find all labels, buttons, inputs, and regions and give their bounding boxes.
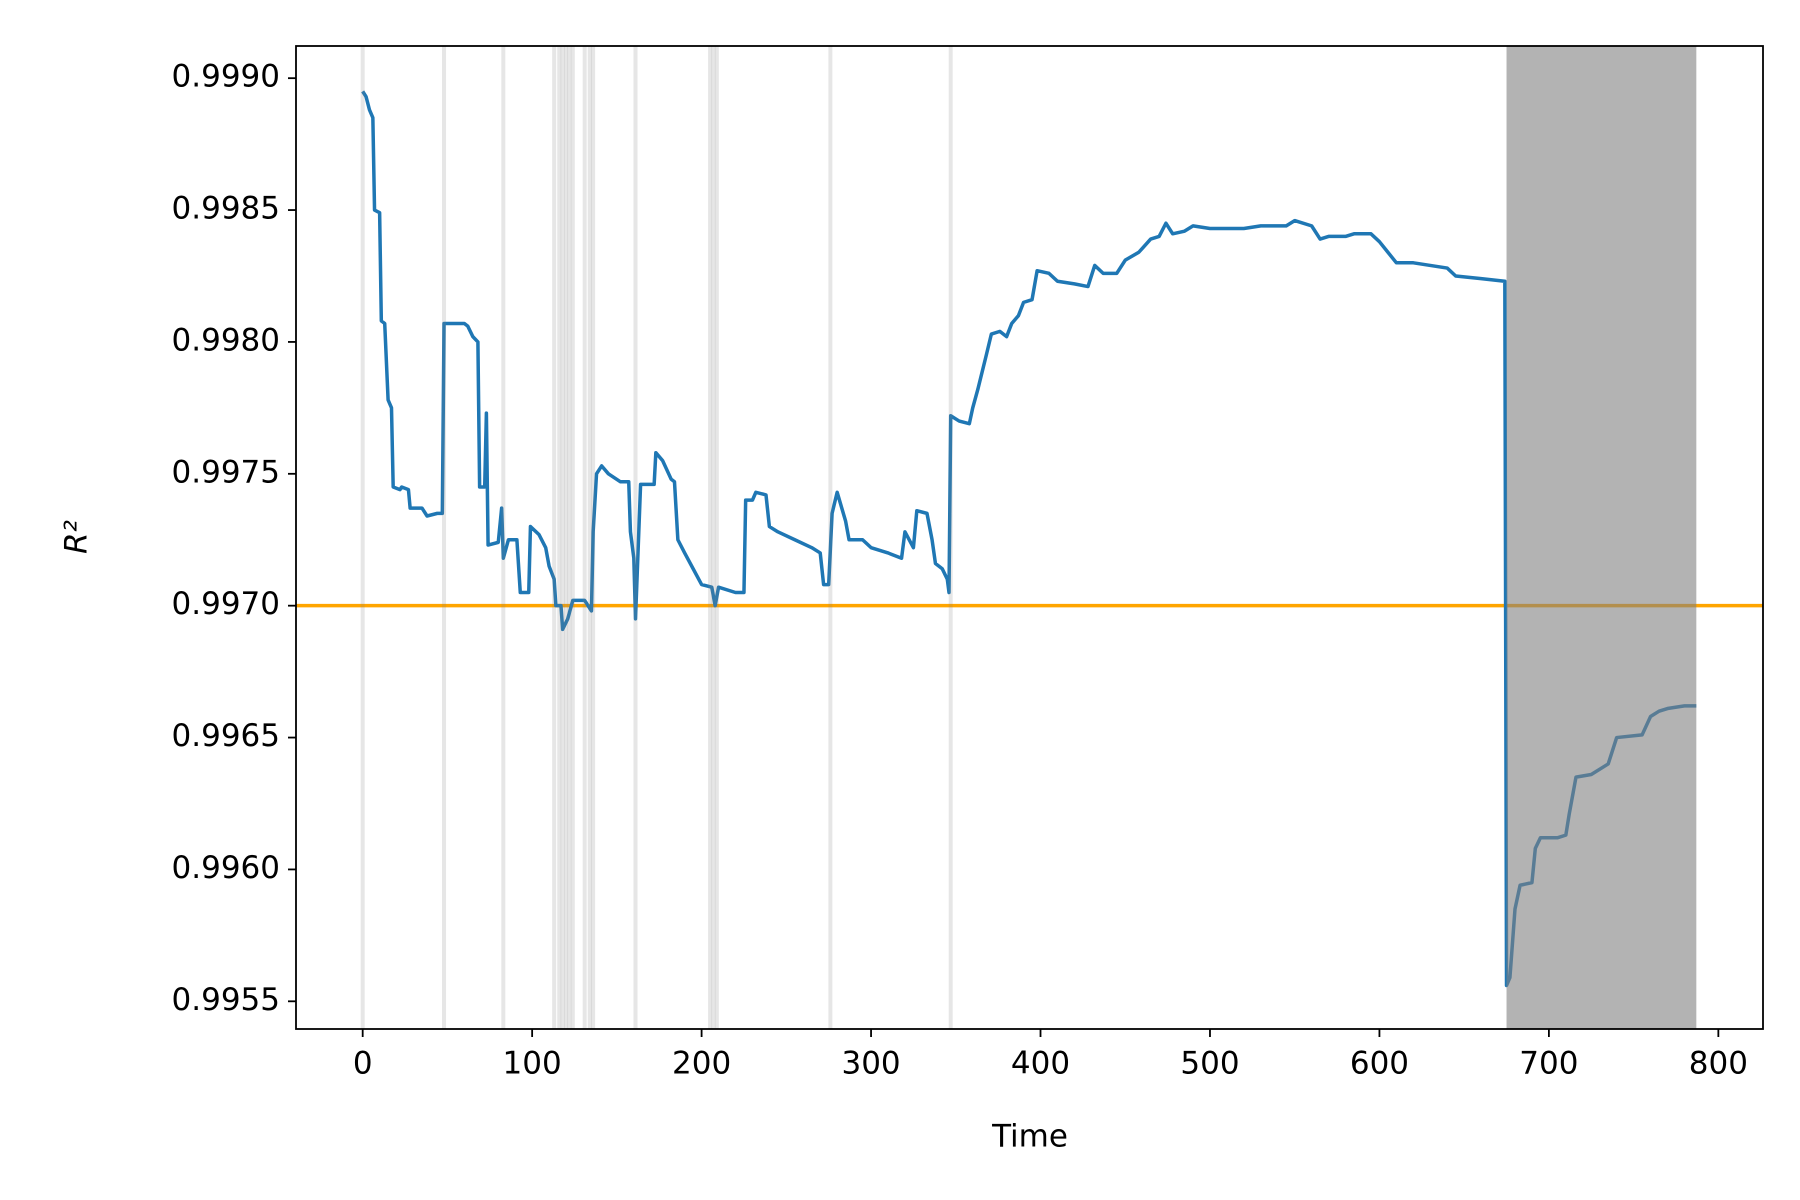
- y-tick-label: 0.9970: [172, 586, 280, 622]
- y-tick-label: 0.9975: [172, 454, 280, 490]
- x-tick-label: 0: [353, 1046, 373, 1082]
- y-axis-label: R²: [59, 520, 95, 554]
- shaded-span: [1506, 46, 1697, 1029]
- x-tick-label: 200: [672, 1046, 731, 1082]
- x-axis-label: Time: [991, 1119, 1068, 1155]
- x-tick-label: 300: [841, 1046, 900, 1082]
- x-tick-label: 500: [1180, 1046, 1239, 1082]
- x-tick-label: 100: [503, 1046, 562, 1082]
- x-tick-label: 700: [1519, 1046, 1578, 1082]
- y-tick-label: 0.9955: [172, 982, 280, 1018]
- y-tick-label: 0.9960: [172, 850, 280, 886]
- y-tick-label: 0.9980: [172, 322, 280, 358]
- x-tick-label: 400: [1011, 1046, 1070, 1082]
- x-tick-label: 600: [1350, 1046, 1409, 1082]
- y-tick-label: 0.9985: [172, 191, 280, 227]
- y-tick-label: 0.9965: [172, 718, 280, 754]
- x-tick-label: 800: [1689, 1046, 1748, 1082]
- plot-area: [296, 46, 1763, 1029]
- axes-frame: [295, 45, 1764, 1030]
- data-line: [361, 90, 1697, 988]
- y-tick-label: 0.9990: [172, 59, 280, 95]
